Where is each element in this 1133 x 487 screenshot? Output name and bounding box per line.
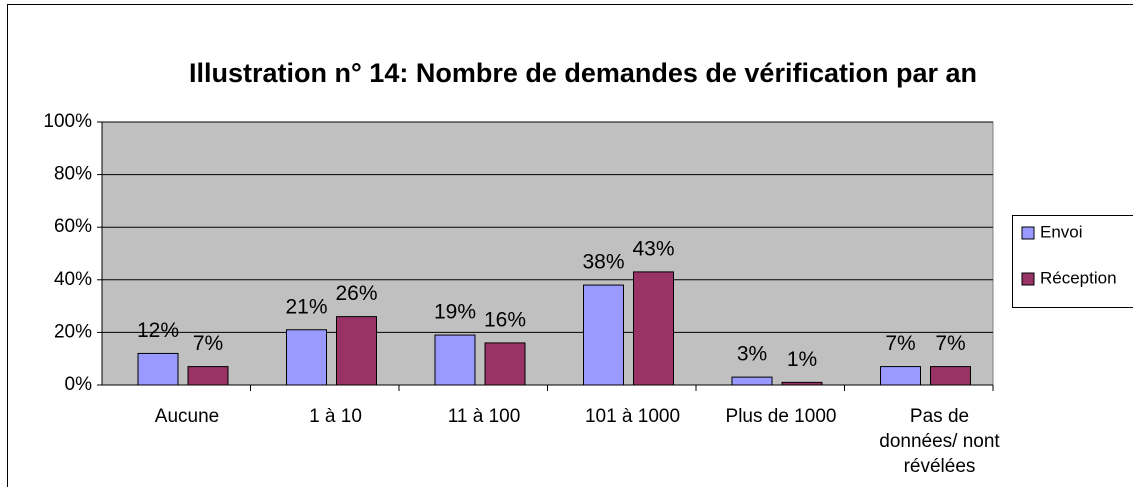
bar <box>930 366 971 386</box>
y-tick-label: 60% <box>54 216 92 237</box>
bar <box>187 366 229 386</box>
data-label: 43% <box>632 237 674 260</box>
data-label: 7% <box>885 332 915 355</box>
y-tick-label: 20% <box>54 321 92 342</box>
x-tick-label: Pas de données/ nont révélées <box>879 406 1000 477</box>
y-tick-label: 0% <box>65 374 93 395</box>
y-tick-label: 40% <box>54 269 92 290</box>
legend-swatch <box>1021 226 1035 240</box>
data-label: 38% <box>582 251 624 274</box>
data-label: 1% <box>787 348 817 371</box>
bar <box>781 381 823 386</box>
data-label: 12% <box>137 319 179 342</box>
bar <box>880 366 921 386</box>
data-label: 7% <box>193 332 223 355</box>
data-label: 21% <box>285 295 327 318</box>
bar <box>583 284 624 386</box>
x-tick-label: Aucune <box>154 406 220 427</box>
legend-swatch <box>1021 272 1035 286</box>
bar <box>633 271 674 386</box>
bar <box>336 316 377 386</box>
bar <box>137 352 179 386</box>
x-tick-label: Plus de 1000 <box>725 406 837 427</box>
x-tick-label: 1 à 10 <box>309 406 362 427</box>
y-tick-label: 80% <box>54 164 92 185</box>
legend-label: Envoi <box>1040 222 1083 241</box>
legend-label: Réception <box>1040 268 1117 287</box>
data-label: 26% <box>335 282 377 305</box>
bar <box>484 342 526 386</box>
data-label: 16% <box>484 308 526 331</box>
x-tick-label: 101 à 1000 <box>584 406 681 427</box>
plot-area <box>101 121 994 386</box>
bar <box>286 329 327 386</box>
data-label: 3% <box>737 343 767 366</box>
x-tick-label: 11 à 100 <box>447 406 521 427</box>
data-label: 19% <box>434 301 476 324</box>
bar <box>731 376 773 386</box>
chart-title: Illustration n° 14: Nombre de demandes d… <box>189 58 977 88</box>
y-tick-label: 100% <box>43 111 92 132</box>
bar <box>434 334 476 386</box>
data-label: 7% <box>935 332 965 355</box>
